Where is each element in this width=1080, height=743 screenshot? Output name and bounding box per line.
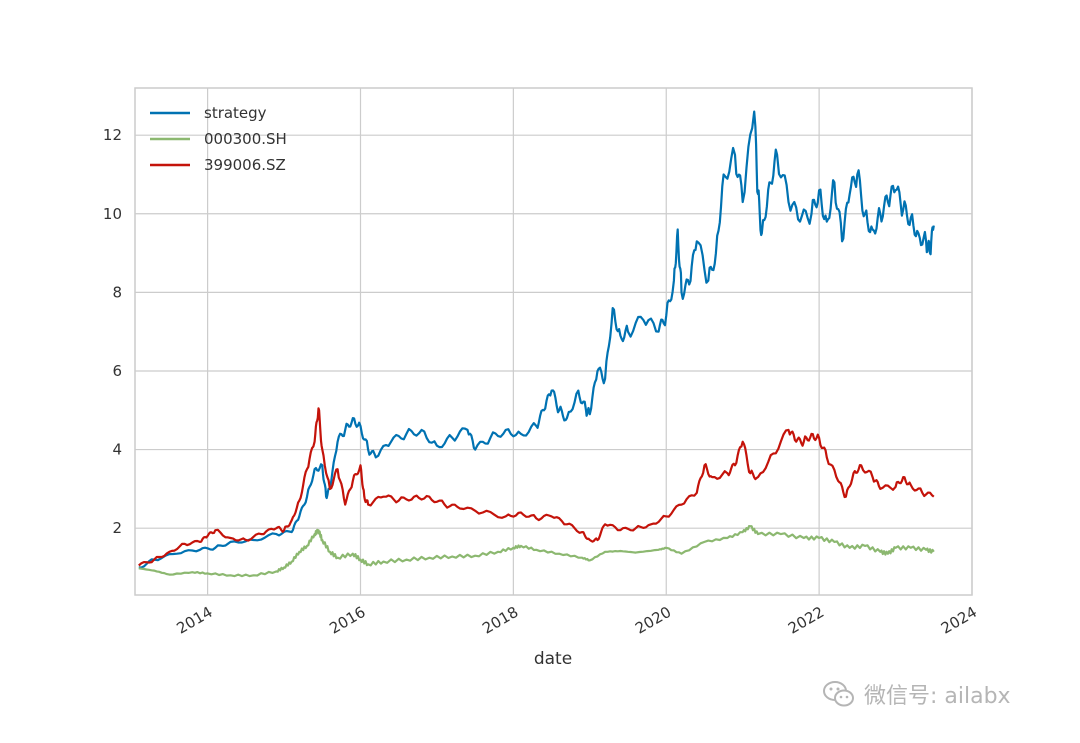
watermark-text: 微信号: ailabx	[864, 684, 1011, 709]
series-line-strategy	[138, 110, 935, 569]
y-tick-label: 6	[112, 362, 122, 380]
x-tick-label: 2016	[326, 603, 368, 638]
wechat-icon	[823, 681, 854, 707]
legend: strategy 000300.SH 399006.SZ	[150, 104, 287, 174]
y-tick-label: 8	[112, 283, 122, 301]
x-tick-label: 2024	[938, 603, 980, 638]
legend-label-399006.SZ: 399006.SZ	[204, 156, 286, 174]
x-tick-label: 2014	[174, 603, 216, 638]
x-axis-label: date	[534, 649, 572, 669]
y-axis: 2 4 6 8 10 12	[103, 126, 122, 537]
y-tick-label: 4	[112, 441, 122, 459]
legend-label-000300.SH: 000300.SH	[204, 130, 287, 148]
series-line-399006.SZ	[138, 407, 935, 567]
y-tick-label: 10	[103, 205, 122, 223]
legend-label-strategy: strategy	[204, 104, 267, 122]
x-axis: 2014 2016 2018 2020 2022 2024	[174, 603, 980, 638]
y-tick-label: 12	[103, 126, 122, 144]
watermark: 微信号: ailabx	[822, 676, 1062, 712]
grid	[135, 88, 973, 595]
plot-frame	[134, 87, 973, 596]
x-tick-label: 2020	[632, 603, 674, 638]
x-tick-label: 2018	[479, 603, 521, 638]
series-line-000300.SH	[138, 525, 935, 578]
y-tick-label: 2	[112, 519, 122, 537]
series-layer	[138, 110, 935, 578]
plot-background	[135, 88, 972, 595]
x-tick-label: 2022	[785, 603, 827, 638]
